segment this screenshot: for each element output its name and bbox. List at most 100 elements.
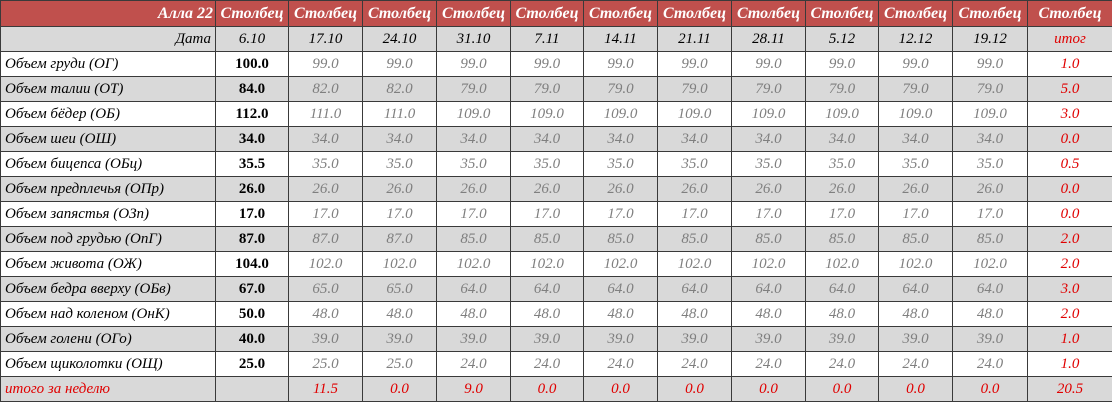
value: 35.0 [805,151,879,177]
value: 87.0 [362,226,437,252]
value: 48.0 [731,301,806,327]
value: 99.0 [805,51,879,77]
date: 5.12 [805,26,879,52]
value: 99.0 [288,51,363,77]
value: 17.0 [510,201,584,227]
value: 35.0 [288,151,363,177]
value: 35.0 [362,151,437,177]
value: 39.0 [288,326,363,352]
value: 64.0 [878,276,953,302]
value: 24.0 [805,351,879,377]
row-label: Объем шеи (ОШ) [0,126,216,152]
measurement-row: Объем запястья (ОЗп) 17.0 17.0 17.0 17.0 17.0… [0,201,1112,227]
row-label: Объем под грудью (ОпГ) [0,226,216,252]
value: 17.0 [436,201,511,227]
value: 35.0 [731,151,806,177]
value: 102.0 [878,251,953,277]
value: 85.0 [436,226,511,252]
value: 64.0 [952,276,1028,302]
measurement-row: Объем груди (ОГ) 100.0 99.0 99.0 99.0 99.0 99.… [0,51,1112,77]
value: 39.0 [878,326,953,352]
column-header: Столбец [215,0,289,27]
base-value: 104.0 [215,251,289,277]
value: 39.0 [952,326,1028,352]
value: 79.0 [510,76,584,102]
row-label: Объем запястья (ОЗп) [0,201,216,227]
row-total: 0.0 [1027,176,1112,202]
value: 17.0 [288,201,363,227]
column-header: Столбец [731,0,806,27]
value: 39.0 [731,326,806,352]
value: 85.0 [878,226,953,252]
row-label: Объем груди (ОГ) [0,51,216,77]
base-value: 87.0 [215,226,289,252]
base-value: 35.5 [215,151,289,177]
weekly-value: 0.0 [583,376,658,402]
value: 34.0 [878,126,953,152]
date: 6.10 [215,26,289,52]
date: 21.11 [657,26,732,52]
value: 102.0 [731,251,806,277]
row-label: Объем над коленом (ОнК) [0,301,216,327]
value: 64.0 [731,276,806,302]
weekly-label: итого за неделю [0,376,216,402]
value: 99.0 [731,51,806,77]
value: 35.0 [510,151,584,177]
weekly-total: 20.5 [1027,376,1112,402]
row-label: Объем предплечья (ОПр) [0,176,216,202]
base-value: 50.0 [215,301,289,327]
value: 26.0 [952,176,1028,202]
row-total: 2.0 [1027,251,1112,277]
value: 109.0 [583,101,658,127]
value: 39.0 [805,326,879,352]
value: 17.0 [805,201,879,227]
value: 26.0 [878,176,953,202]
value: 48.0 [657,301,732,327]
value: 25.0 [288,351,363,377]
value: 102.0 [952,251,1028,277]
value: 87.0 [288,226,363,252]
date: 7.11 [510,26,584,52]
value: 24.0 [731,351,806,377]
base-value: 26.0 [215,176,289,202]
row-label: Объем бицепса (ОБц) [0,151,216,177]
value: 17.0 [362,201,437,227]
value: 48.0 [583,301,658,327]
value: 26.0 [583,176,658,202]
value: 26.0 [362,176,437,202]
value: 85.0 [510,226,584,252]
row-label: Объем щиколотки (ОЩ) [0,351,216,377]
row-total: 5.0 [1027,76,1112,102]
value: 26.0 [436,176,511,202]
value: 102.0 [805,251,879,277]
value: 17.0 [952,201,1028,227]
value: 85.0 [583,226,658,252]
measurement-row: Объем живота (ОЖ) 104.0 102.0 102.0 102.0 102… [0,251,1112,277]
row-total: 3.0 [1027,101,1112,127]
value: 35.0 [878,151,953,177]
value: 109.0 [878,101,953,127]
value: 26.0 [657,176,732,202]
header-row: Алла 22 Столбец Столбец Столбец Столбец Столб… [0,0,1112,27]
base-value: 34.0 [215,126,289,152]
value: 64.0 [657,276,732,302]
weekly-value: 9.0 [436,376,511,402]
column-header: Столбец [288,0,363,27]
value: 79.0 [731,76,806,102]
value: 39.0 [362,326,437,352]
weekly-value: 0.0 [805,376,879,402]
value: 25.0 [362,351,437,377]
row-total: 3.0 [1027,276,1112,302]
value: 48.0 [952,301,1028,327]
date: 31.10 [436,26,511,52]
value: 82.0 [288,76,363,102]
value: 17.0 [657,201,732,227]
value: 48.0 [436,301,511,327]
value: 85.0 [731,226,806,252]
value: 64.0 [583,276,658,302]
date: 28.11 [731,26,806,52]
date: 17.10 [288,26,363,52]
row-label: Объем бёдер (ОБ) [0,101,216,127]
row-total: 0.0 [1027,201,1112,227]
